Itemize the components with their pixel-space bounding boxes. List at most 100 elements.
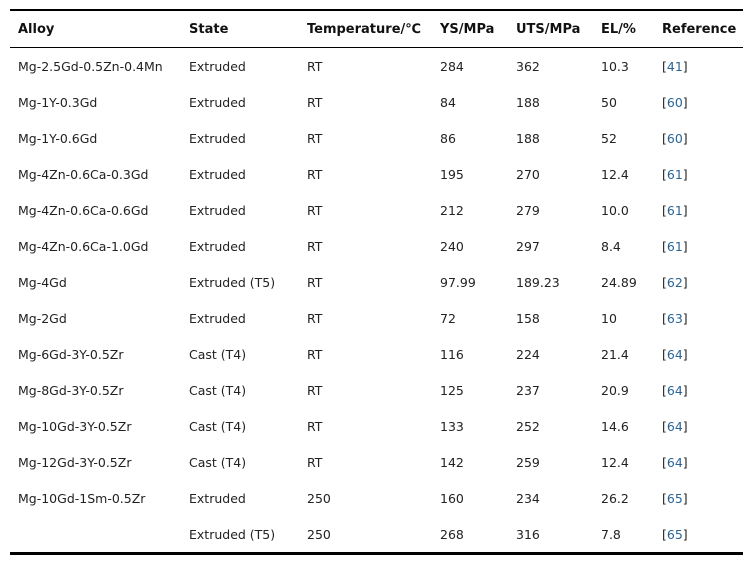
reference-bracket-open: [ bbox=[662, 346, 667, 362]
cell-uts: 224 bbox=[516, 346, 540, 362]
cell-alloy: Mg-10Gd-1Sm-0.5Zr bbox=[18, 490, 146, 506]
reference-link[interactable]: 64 bbox=[666, 346, 683, 362]
cell-el: 8.4 bbox=[601, 238, 621, 254]
cell-ys: 268 bbox=[440, 526, 464, 542]
cell-alloy: Mg-4Zn-0.6Ca-0.3Gd bbox=[18, 166, 149, 182]
table-top-rule bbox=[10, 9, 743, 11]
cell-ys: 142 bbox=[440, 454, 464, 470]
table-row: Mg-8Gd-3Y-0.5Zr Cast (T4) RT 125 237 20.9 [64] bbox=[10, 372, 743, 408]
cell-temperature: RT bbox=[307, 274, 323, 290]
cell-temperature: RT bbox=[307, 310, 323, 326]
reference-bracket-open: [ bbox=[662, 94, 667, 110]
cell-el: 10.3 bbox=[601, 58, 629, 74]
cell-el: 10 bbox=[601, 310, 617, 326]
table-row: Extruded (T5) 250 268 316 7.8 [65] bbox=[10, 516, 743, 552]
table-row: Mg-4Zn-0.6Ca-0.3Gd Extruded RT 195 270 12.4 [6… bbox=[10, 156, 743, 192]
reference-link[interactable]: 61 bbox=[666, 166, 683, 182]
reference-bracket-open: [ bbox=[662, 166, 667, 182]
cell-alloy: Mg-6Gd-3Y-0.5Zr bbox=[18, 346, 124, 362]
cell-uts: 316 bbox=[516, 526, 540, 542]
cell-uts: 188 bbox=[516, 94, 540, 110]
reference-bracket-close: ] bbox=[682, 94, 688, 110]
header-alloy: Alloy bbox=[18, 21, 55, 37]
cell-state: Extruded (T5) bbox=[189, 274, 276, 290]
reference-bracket-open: [ bbox=[662, 490, 667, 506]
cell-reference: [65] bbox=[662, 480, 743, 516]
cell-el: 12.4 bbox=[601, 166, 629, 182]
cell-uts: 259 bbox=[516, 454, 540, 470]
cell-uts: 279 bbox=[516, 202, 540, 218]
cell-uts: 188 bbox=[516, 130, 540, 146]
reference-bracket-close: ] bbox=[682, 418, 688, 434]
cell-el: 20.9 bbox=[601, 382, 629, 398]
cell-reference: [61] bbox=[662, 228, 743, 264]
reference-link[interactable]: 64 bbox=[666, 454, 683, 470]
cell-temperature: RT bbox=[307, 346, 323, 362]
reference-link[interactable]: 61 bbox=[666, 238, 683, 254]
reference-bracket-close: ] bbox=[682, 130, 688, 146]
reference-bracket-close: ] bbox=[682, 454, 688, 470]
reference-bracket-close: ] bbox=[682, 274, 688, 290]
cell-ys: 240 bbox=[440, 238, 464, 254]
cell-state: Extruded bbox=[189, 130, 246, 146]
cell-uts: 189.23 bbox=[516, 274, 560, 290]
cell-temperature: RT bbox=[307, 58, 323, 74]
cell-alloy: Mg-4Zn-0.6Ca-0.6Gd bbox=[18, 202, 149, 218]
reference-link[interactable]: 65 bbox=[666, 490, 683, 506]
cell-alloy: Mg-1Y-0.3Gd bbox=[18, 94, 98, 110]
header-el: EL/% bbox=[601, 21, 636, 37]
cell-state: Extruded bbox=[189, 202, 246, 218]
header-state: State bbox=[189, 21, 229, 37]
cell-uts: 234 bbox=[516, 490, 540, 506]
cell-reference: [64] bbox=[662, 336, 743, 372]
reference-bracket-close: ] bbox=[682, 238, 688, 254]
cell-el: 7.8 bbox=[601, 526, 621, 542]
cell-state: Extruded bbox=[189, 310, 246, 326]
cell-reference: [60] bbox=[662, 84, 743, 120]
cell-alloy: Mg-2Gd bbox=[18, 310, 67, 326]
reference-link[interactable]: 61 bbox=[666, 202, 683, 218]
cell-state: Cast (T4) bbox=[189, 382, 247, 398]
cell-ys: 195 bbox=[440, 166, 464, 182]
reference-link[interactable]: 64 bbox=[666, 382, 683, 398]
reference-bracket-open: [ bbox=[662, 130, 667, 146]
reference-link[interactable]: 41 bbox=[666, 58, 683, 74]
reference-link[interactable]: 60 bbox=[666, 130, 683, 146]
table-header-rule bbox=[10, 47, 743, 48]
header-reference: Reference bbox=[662, 21, 737, 37]
reference-bracket-open: [ bbox=[662, 526, 667, 542]
cell-state: Extruded bbox=[189, 166, 246, 182]
mechanical-properties-table: Alloy State Temperature/℃ YS/MPa UTS/MPa… bbox=[10, 11, 743, 47]
cell-state: Cast (T4) bbox=[189, 346, 247, 362]
reference-link[interactable]: 63 bbox=[666, 310, 683, 326]
cell-reference: [60] bbox=[662, 120, 743, 156]
reference-bracket-open: [ bbox=[662, 382, 667, 398]
cell-alloy: Mg-2.5Gd-0.5Zn-0.4Mn bbox=[18, 58, 163, 74]
cell-temperature: RT bbox=[307, 382, 323, 398]
cell-uts: 270 bbox=[516, 166, 540, 182]
cell-alloy bbox=[10, 516, 189, 552]
cell-ys: 86 bbox=[440, 130, 456, 146]
table-row: Mg-4Zn-0.6Ca-0.6Gd Extruded RT 212 279 10.0 [6… bbox=[10, 192, 743, 228]
reference-bracket-open: [ bbox=[662, 454, 667, 470]
cell-ys: 212 bbox=[440, 202, 464, 218]
table-bottom-rule bbox=[10, 552, 743, 555]
table-row: Mg-6Gd-3Y-0.5Zr Cast (T4) RT 116 224 21.4 [64] bbox=[10, 336, 743, 372]
mechanical-properties-table-body: Mg-2.5Gd-0.5Zn-0.4Mn Extruded RT 284 362 10.3… bbox=[10, 48, 743, 552]
table-row: Mg-2Gd Extruded RT 72 158 10 [63] bbox=[10, 300, 743, 336]
cell-temperature: 250 bbox=[307, 490, 331, 506]
reference-link[interactable]: 64 bbox=[666, 418, 683, 434]
cell-alloy: Mg-10Gd-3Y-0.5Zr bbox=[18, 418, 132, 434]
reference-bracket-close: ] bbox=[682, 202, 688, 218]
cell-temperature: RT bbox=[307, 238, 323, 254]
reference-link[interactable]: 62 bbox=[666, 274, 683, 290]
cell-reference: [64] bbox=[662, 444, 743, 480]
reference-link[interactable]: 65 bbox=[666, 526, 683, 542]
cell-reference: [61] bbox=[662, 156, 743, 192]
cell-ys: 160 bbox=[440, 490, 464, 506]
table-row: Mg-12Gd-3Y-0.5Zr Cast (T4) RT 142 259 12.4 [64… bbox=[10, 444, 743, 480]
table-row: Mg-10Gd-1Sm-0.5Zr Extruded 250 160 234 26.2 [6… bbox=[10, 480, 743, 516]
header-row: Alloy State Temperature/℃ YS/MPa UTS/MPa… bbox=[10, 11, 743, 47]
reference-link[interactable]: 60 bbox=[666, 94, 683, 110]
reference-bracket-open: [ bbox=[662, 310, 667, 326]
